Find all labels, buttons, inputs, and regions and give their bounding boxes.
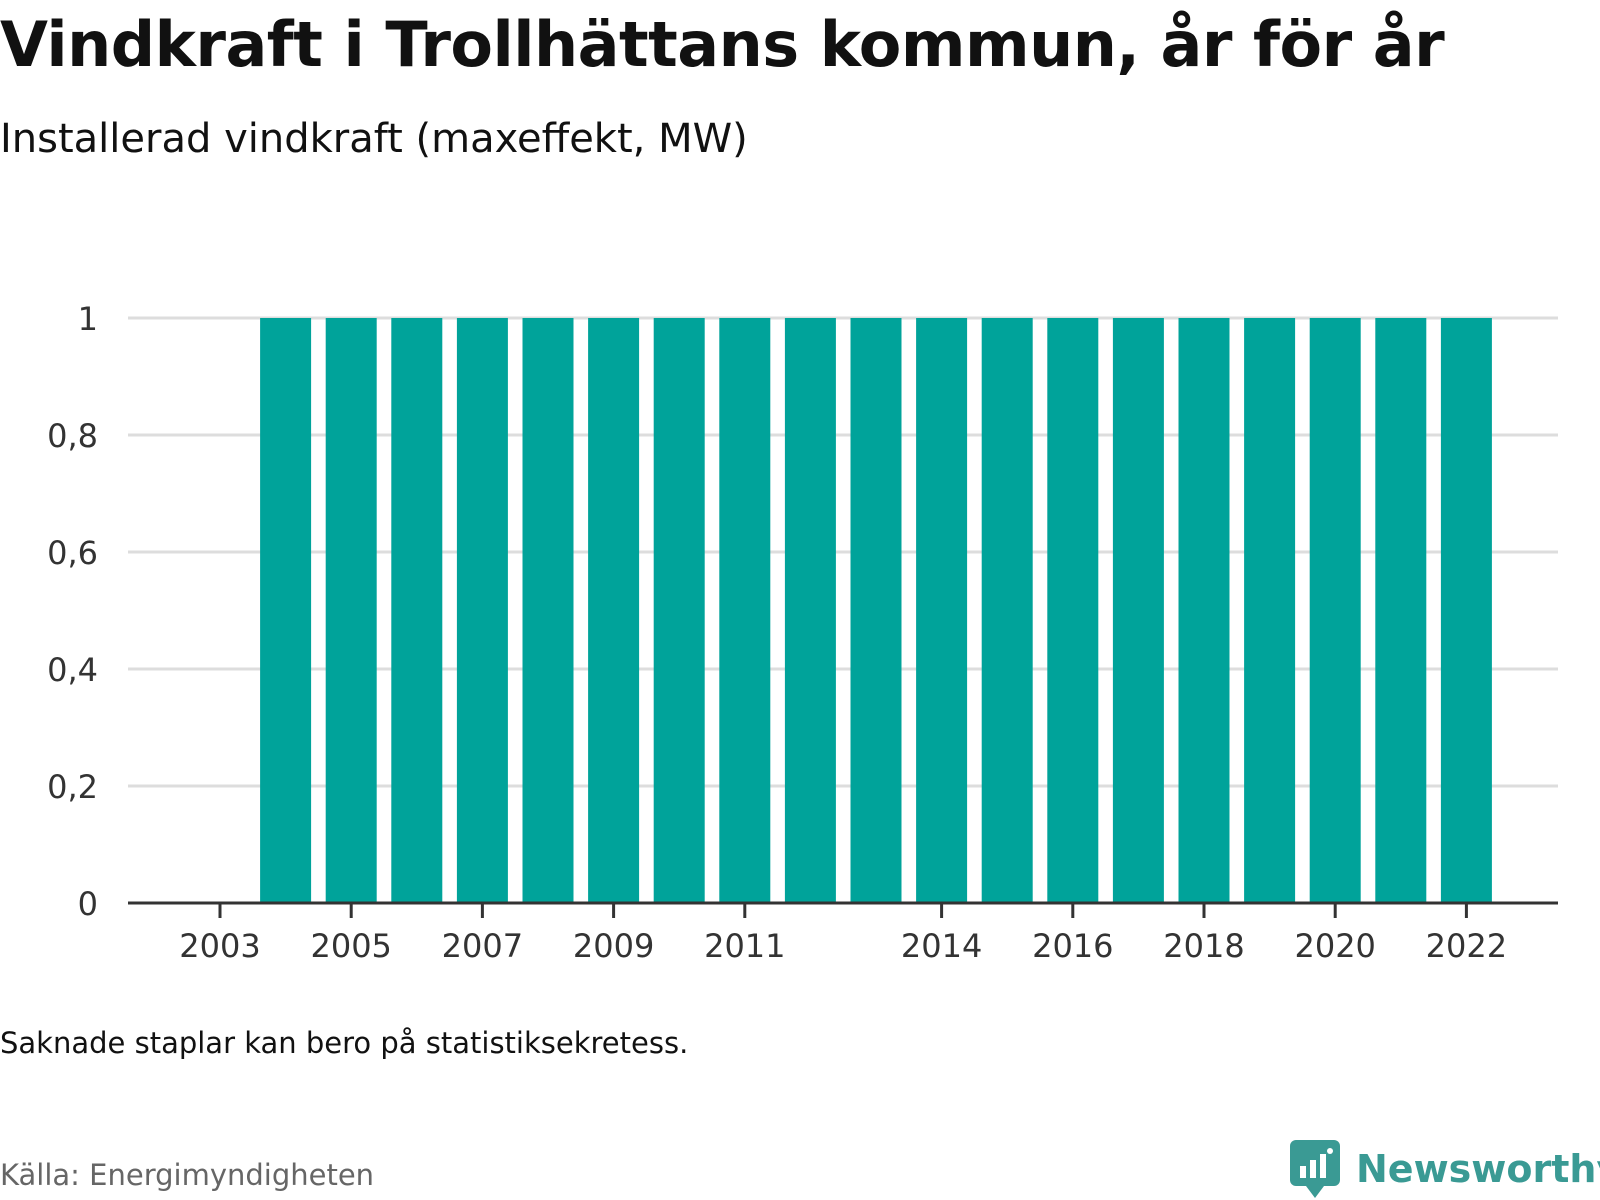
chart-title: Vindkraft i Trollhättans kommun, år för … [0,8,1445,81]
y-tick-label: 0,8 [47,417,98,455]
bar-2009 [588,318,640,903]
bar-2005 [325,318,377,903]
y-tick-label: 0,2 [47,768,98,806]
y-tick-label: 1 [78,300,98,338]
bar-2022 [1440,318,1492,903]
y-tick-label: 0 [78,885,98,923]
x-tick-label: 2003 [179,927,260,965]
bar-2004 [260,318,312,903]
x-tick-label: 2014 [901,927,982,965]
x-tick-label: 2007 [442,927,523,965]
bar-2018 [1178,318,1230,903]
bar-2019 [1244,318,1296,903]
bar-chart-speech-bubble-icon [1290,1140,1340,1198]
x-tick-label: 2020 [1294,927,1375,965]
bar-2012 [784,318,836,903]
bars [260,318,1492,903]
bar-2007 [456,318,508,903]
newsworthy-logo: Newsworthy [1290,1140,1600,1198]
x-tick-label: 2018 [1163,927,1244,965]
footnote: Saknade staplar kan bero på statistiksek… [0,1026,689,1060]
x-tick-label: 2005 [310,927,391,965]
x-tick-label: 2011 [704,927,785,965]
bar-2013 [850,318,902,903]
source-credit: Källa: Energimyndigheten [0,1158,375,1192]
brand-name: Newsworthy [1356,1147,1600,1191]
bar-chart: 0 0,2 0,4 0,6 0,8 1 2003 2005 2007 2009 2011 2014 20… [47,300,1558,965]
tick-labels: 0 0,2 0,4 0,6 0,8 1 2003 2005 2007 2009 2011 2014 20… [47,300,1507,965]
bar-2020 [1309,318,1361,903]
chart-subtitle: Installerad vindkraft (maxeffekt, MW) [0,116,748,162]
y-tick-label: 0,4 [47,651,98,689]
axes [128,901,1558,918]
bar-2015 [981,318,1033,903]
x-tick-label: 2016 [1032,927,1113,965]
bar-2017 [1112,318,1164,903]
bar-2008 [522,318,574,903]
bar-2021 [1375,318,1427,903]
x-tick-label: 2009 [573,927,654,965]
bar-2011 [719,318,771,903]
bar-2010 [653,318,705,903]
bar-2014 [916,318,968,903]
bar-2006 [391,318,443,903]
x-tick-label: 2022 [1426,927,1507,965]
bar-2016 [1047,318,1099,903]
y-tick-label: 0,6 [47,534,98,572]
